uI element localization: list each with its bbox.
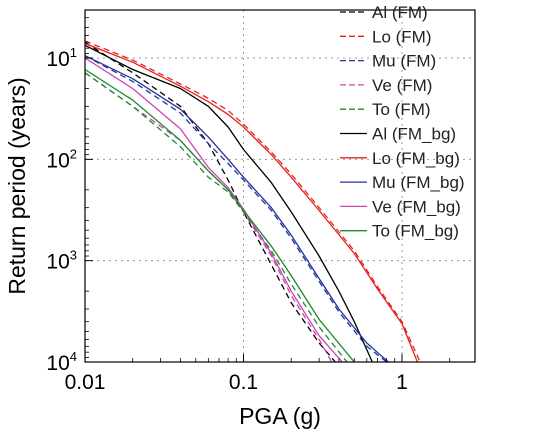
series-line-0 (85, 41, 337, 362)
legend-label: Mu (FM_bg) (372, 173, 465, 192)
series-line-3 (85, 72, 333, 362)
series-lines (85, 40, 421, 362)
series-line-7 (85, 55, 389, 362)
legend-label: Lo (FM_bg) (372, 149, 460, 168)
series-line-9 (85, 68, 355, 362)
legend: Al (FM) Lo (FM) Mu (FM) Ve (FM) To (FM) Al (F… (340, 3, 465, 241)
plot-frame (84, 9, 476, 363)
legend-label: Lo (FM) (372, 27, 432, 46)
x-tick-label: 0.01 (65, 371, 106, 394)
y-axis-title: Return period (years) (4, 77, 30, 294)
series-line-5 (85, 44, 373, 362)
y-tick-label: 101 (46, 45, 77, 71)
legend-label: To (FM_bg) (372, 222, 459, 241)
y-tick-label: 103 (46, 248, 77, 274)
series-line-4 (85, 72, 348, 362)
legend-label: Al (FM_bg) (372, 125, 456, 144)
legend-label: Al (FM) (372, 3, 428, 22)
x-axis-title: PGA (g) (239, 403, 321, 429)
series-line-8 (85, 57, 343, 362)
legend-label: Ve (FM_bg) (372, 197, 461, 216)
legend-label: Mu (FM) (372, 52, 436, 71)
x-tick-label: 1 (396, 371, 408, 394)
series-line-6 (85, 42, 419, 362)
series-line-1 (85, 40, 421, 362)
grid-lines (85, 10, 475, 362)
series-line-2 (85, 55, 388, 362)
legend-label: Ve (FM) (372, 76, 432, 95)
legend-label: To (FM) (372, 100, 431, 119)
x-tick-label: 0.1 (229, 371, 258, 394)
y-tick-label: 102 (46, 146, 77, 172)
